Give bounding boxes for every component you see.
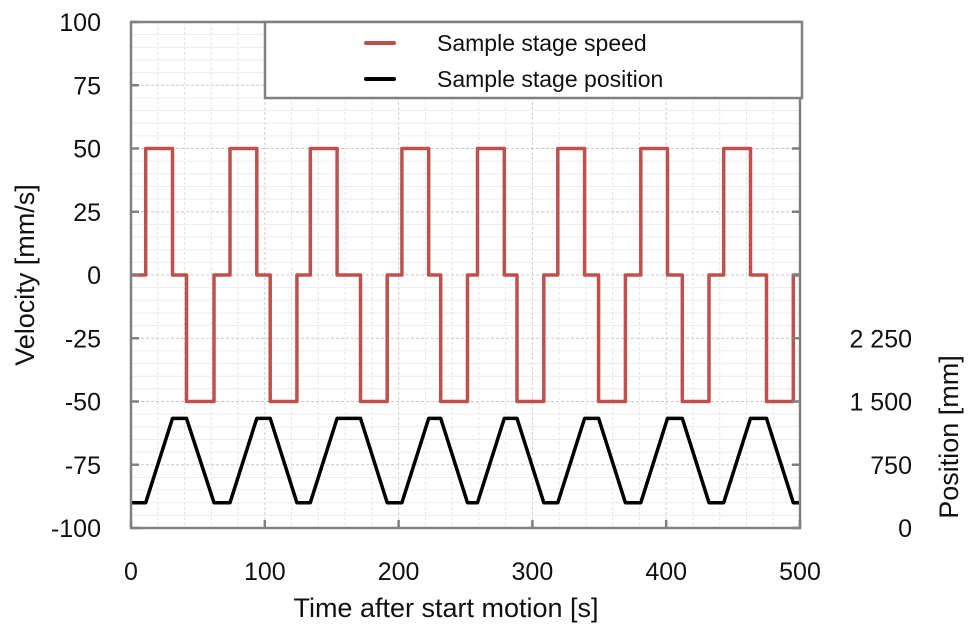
y-tick-label: -50 [65,389,101,417]
x-tick-label: 300 [512,558,554,586]
x-axis-label: Time after start motion [s] [293,593,598,623]
y-axis-label: Velocity [mm/s] [10,184,40,366]
y-tick-label: 75 [73,72,101,100]
series-line-speed [131,146,800,404]
x-tick-label: 0 [124,558,138,586]
x-tick-label: 200 [378,558,420,586]
legend: Sample stage speed Sample stage position [263,20,804,100]
legend-label: Sample stage speed [437,30,647,56]
legend-box [263,20,804,100]
series-line-position [131,416,800,505]
y-tick-label: 0 [87,262,101,290]
x-tick-label: 100 [244,558,286,586]
y-tick-label: 50 [73,136,101,164]
y2-tick-label: 750 [870,452,912,480]
y-tick-label: 25 [73,199,101,227]
series-layer [131,146,800,505]
x-tick-label: 400 [645,558,687,586]
y-tick-label: -25 [65,325,101,353]
x-tick-label: 500 [779,558,821,586]
y2-tick-label: 1 500 [849,389,912,417]
y2-tick-label: 2 250 [849,325,912,353]
y2-tick-label: 0 [898,515,912,543]
legend-label: Sample stage position [437,66,663,92]
y-tick-label: -75 [65,452,101,480]
y2-axis-label: Position [mm] [934,355,964,519]
axes: 0 100 200 300 400 500 100 75 50 25 0 -25 -50 -75 -100 0… [51,9,912,586]
y-tick-label: 100 [59,9,101,37]
y-tick-label: -100 [51,515,101,543]
